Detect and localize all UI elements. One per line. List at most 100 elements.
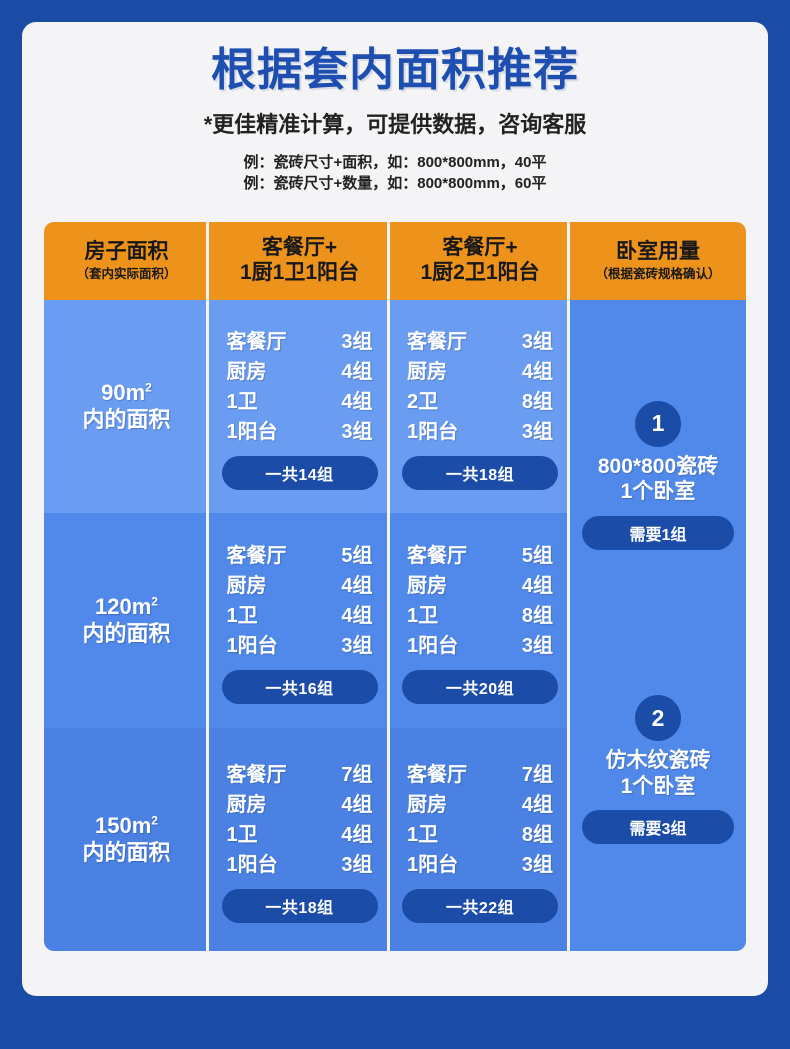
plan-item: 1阳台 3组 [227,632,373,661]
header-block: 根据套内面积推荐 *更佳精准计算，可提供数据，咨询客服 例：瓷砖尺寸+面积，如：… [22,22,768,195]
plan-item-label: 1卫 [226,604,258,627]
header-subtitle: （套内实际面积） [76,266,177,281]
plan-item: 厨房 4组 [407,572,553,601]
plan-total-badge: 一共22组 [402,888,558,923]
header-cell-house-area: 房子面积 （套内实际面积） [44,222,209,300]
header-cell-bedroom: 卧室用量 （根据瓷砖规格确认） [570,222,746,300]
plan-item-label: 厨房 [226,360,267,383]
plan-item: 2卫 8组 [407,388,553,417]
plan-item-label: 1阳台 [226,853,278,876]
content-card: 根据套内面积推荐 *更佳精准计算，可提供数据，咨询客服 例：瓷砖尺寸+面积，如：… [22,22,768,996]
header-title-line2: 1厨2卫1阳台 [420,261,540,284]
area-note: 内的面积 [82,620,171,646]
bedroom-option-number: 1 [635,400,681,447]
header-title: 卧室用量 [616,240,700,264]
bedroom-title-line2: 1个卧室 [620,480,696,504]
plan-item-amount: 5组 [341,544,373,567]
plan-item: 厨房 4组 [227,358,373,387]
plan-item: 1阳台 3组 [407,632,553,661]
example-line-1: 例：瓷砖尺寸+面积，如：800*800mm，40平 [243,154,547,172]
column-plan-b: 客餐厅+ 1厨2卫1阳台 客餐厅 3组 厨房 4组 2卫 8组 1阳台 3组 一共18组… [390,222,570,951]
area-note: 内的面积 [82,839,171,865]
plan-item: 客餐厅 3组 [227,328,373,357]
plan-item-amount: 8组 [521,390,553,413]
plan-item-amount: 4组 [521,360,553,383]
header-title-line1: 客餐厅+ [442,236,518,260]
plan-item: 客餐厅 7组 [227,761,373,790]
header-subtitle: （根据瓷砖规格确认） [595,266,721,281]
plan-list: 客餐厅 5组 厨房 4组 1卫 4组 1阳台 3组 [227,542,373,661]
plan-item-amount: 4组 [341,823,373,846]
plan-item: 1卫 4组 [227,821,373,850]
plan-item: 1卫 8组 [407,821,553,850]
area-unit: m [131,812,152,838]
area-label: 120m2 内的面积 [82,594,170,648]
plan-item-label: 厨房 [226,793,267,816]
plan-item: 1阳台 3组 [227,851,373,880]
plan-item-label: 厨房 [407,360,447,383]
plan-item-amount: 3组 [521,420,553,443]
plan-item-label: 客餐厅 [407,330,467,353]
header-cell-plan-b: 客餐厅+ 1厨2卫1阳台 [390,222,570,300]
table-row: 150m2 内的面积 [44,728,209,951]
plan-item-amount: 3组 [341,634,373,657]
bedroom-need-badge: 需要3组 [582,810,734,845]
column-divider [387,222,390,951]
plan-item-label: 1卫 [407,823,439,846]
plan-item-amount: 7组 [341,763,373,786]
plan-item-amount: 3组 [341,853,373,876]
plan-item: 客餐厅 5组 [227,542,373,571]
table-row: 90m2 内的面积 [44,300,209,513]
bedroom-option-number: 2 [635,695,681,742]
plan-item-label: 1卫 [226,390,258,413]
table-row: 客餐厅 7组 厨房 4组 1卫 4组 1阳台 3组 一共18组 [209,728,390,951]
plan-list: 客餐厅 5组 厨房 4组 1卫 8组 1阳台 3组 [407,542,553,661]
plan-total-badge: 一共20组 [402,669,558,704]
plan-item-label: 客餐厅 [226,330,287,353]
plan-item: 厨房 4组 [227,572,373,601]
bedroom-option-title: 仿木纹瓷砖 1个卧室 [606,748,711,799]
column-divider [206,222,209,951]
page-subtitle: *更佳精准计算，可提供数据，咨询客服 [203,111,587,137]
plan-item-amount: 3组 [521,853,553,876]
plan-item-amount: 4组 [521,793,553,816]
plan-item: 1阳台 3组 [407,418,553,447]
plan-item-amount: 4组 [341,793,373,816]
area-note: 内的面积 [82,406,171,432]
plan-item-amount: 8组 [521,823,553,846]
plan-item: 客餐厅 7组 [407,761,553,790]
area-label: 90m2 内的面积 [82,380,170,434]
plan-item: 1阳台 3组 [407,851,553,880]
table-row: 客餐厅 3组 厨房 4组 1卫 4组 1阳台 3组 一共14组 [209,300,390,513]
plan-item: 客餐厅 3组 [407,328,553,357]
plan-item-amount: 4组 [341,574,373,597]
area-sup: 2 [151,594,158,609]
bedroom-title-line1: 仿木纹瓷砖 [605,749,711,773]
plan-item-amount: 3组 [341,330,373,353]
plan-item: 厨房 4组 [407,358,553,387]
plan-item-label: 客餐厅 [226,544,287,567]
plan-item-amount: 3组 [521,330,553,353]
plan-item: 1卫 8组 [407,602,553,631]
area-label: 150m2 内的面积 [82,813,170,867]
plan-item: 厨房 4组 [227,791,373,820]
area-sup: 2 [151,813,158,828]
plan-item-amount: 3组 [341,420,373,443]
plan-item-label: 1卫 [226,823,258,846]
plan-list: 客餐厅 3组 厨房 4组 1卫 4组 1阳台 3组 [227,328,373,447]
recommendation-table: 房子面积 （套内实际面积） 90m2 内的面积 120m2 内的面积 150m2… [44,222,746,951]
plan-item-amount: 4组 [521,574,553,597]
plan-total-badge: 一共18组 [402,455,558,490]
plan-item-amount: 7组 [521,763,553,786]
plan-item-amount: 5组 [521,544,553,567]
plan-item-label: 客餐厅 [407,544,467,567]
area-unit: m [125,379,146,405]
plan-item-label: 厨房 [226,574,267,597]
plan-list: 客餐厅 7组 厨房 4组 1卫 4组 1阳台 3组 [227,761,373,880]
column-house-area: 房子面积 （套内实际面积） 90m2 内的面积 120m2 内的面积 150m2… [44,222,209,951]
plan-item-amount: 3组 [521,634,553,657]
table-row: 120m2 内的面积 [44,513,209,728]
header-title: 房子面积 [84,240,169,264]
plan-item-label: 1卫 [407,604,439,627]
column-plan-a: 客餐厅+ 1厨1卫1阳台 客餐厅 3组 厨房 4组 1卫 4组 1阳台 3组 一共14组… [209,222,390,951]
